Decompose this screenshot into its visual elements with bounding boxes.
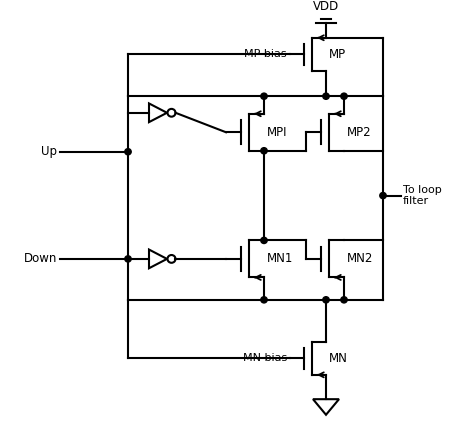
Text: MP: MP: [329, 48, 346, 61]
Circle shape: [125, 149, 131, 155]
Text: MP2: MP2: [347, 126, 372, 139]
Circle shape: [341, 93, 347, 99]
Text: VDD: VDD: [313, 0, 339, 13]
Circle shape: [261, 297, 267, 303]
Circle shape: [125, 256, 131, 262]
Circle shape: [341, 297, 347, 303]
Circle shape: [323, 297, 329, 303]
Text: MN1: MN1: [267, 252, 293, 266]
Circle shape: [261, 93, 267, 99]
Text: To loop: To loop: [403, 185, 442, 195]
Circle shape: [380, 192, 386, 199]
Text: MN2: MN2: [347, 252, 374, 266]
Text: MPI: MPI: [267, 126, 288, 139]
Text: MN: MN: [329, 352, 348, 365]
Circle shape: [323, 93, 329, 99]
Text: Up: Up: [41, 145, 57, 158]
Text: filter: filter: [403, 196, 429, 206]
Circle shape: [261, 148, 267, 154]
Circle shape: [261, 237, 267, 243]
Text: MN bias: MN bias: [243, 353, 287, 363]
Text: MP bias: MP bias: [245, 49, 287, 59]
Text: Down: Down: [24, 252, 57, 266]
